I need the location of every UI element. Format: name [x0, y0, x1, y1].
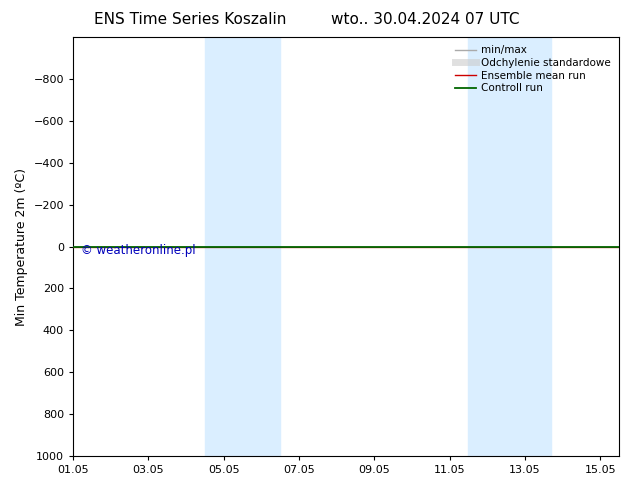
Y-axis label: Min Temperature 2m (ºC): Min Temperature 2m (ºC) — [15, 168, 28, 325]
Legend: min/max, Odchylenie standardowe, Ensemble mean run, Controll run: min/max, Odchylenie standardowe, Ensembl… — [452, 42, 614, 97]
Bar — [205, 37, 280, 456]
Text: wto.. 30.04.2024 07 UTC: wto.. 30.04.2024 07 UTC — [330, 12, 519, 27]
Bar — [469, 37, 551, 456]
Text: ENS Time Series Koszalin: ENS Time Series Koszalin — [94, 12, 287, 27]
Text: © weatheronline.pl: © weatheronline.pl — [81, 245, 196, 257]
